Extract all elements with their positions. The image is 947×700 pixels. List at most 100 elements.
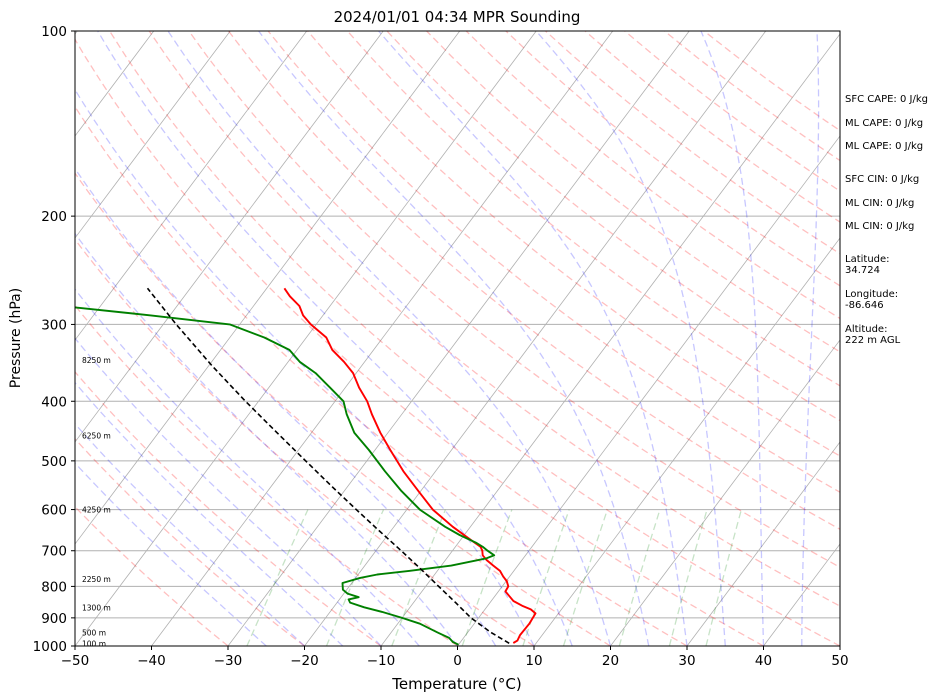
isotherm-line: [75, 31, 155, 137]
moist-adiabat: [700, 31, 765, 646]
height-label: 100 m: [82, 639, 106, 648]
x-tick-label: 50: [831, 653, 848, 669]
mixing-ratio-line: [391, 509, 447, 646]
dry-adiabat: [227, 31, 840, 531]
isotherm-line: [304, 31, 767, 646]
isotherm-line: [457, 135, 840, 646]
dry-adiabat: [75, 437, 305, 646]
location-label: Longitude:: [845, 289, 898, 300]
indices-panel: SFC CAPE: 0 J/kg ML CAPE: 0 J/kg ML CAPE: …: [845, 94, 928, 346]
moist-adiabat: [75, 232, 459, 646]
plot-clipped-group: [0, 31, 840, 646]
location-value: -86.646: [845, 300, 884, 311]
moist-adiabat: [75, 288, 420, 646]
dewpoint-profile: [75, 306, 496, 646]
dry-adiabat: [75, 370, 382, 646]
isotherm-line: [0, 31, 1, 646]
y-axis-label: Pressure (hPa): [8, 288, 24, 388]
height-label: 1300 m: [82, 604, 111, 613]
isotherm-line: [151, 31, 614, 646]
x-tick-label: 40: [755, 653, 772, 669]
x-tick-label: 0: [453, 653, 462, 669]
dry-adiabat: [75, 238, 535, 646]
moist-adiabat: [75, 462, 267, 646]
mixing-ratio-line: [562, 509, 609, 646]
moist-adiabat: [75, 88, 535, 646]
mixing-ratio-line: [461, 509, 513, 646]
moist-adiabat: [378, 31, 688, 646]
isotherm-line: [533, 237, 840, 646]
dry-adiabat: [267, 31, 840, 493]
y-tick-label: 100: [41, 24, 67, 40]
height-label: 4250 m: [82, 506, 111, 515]
index-value: ML CIN: 0 J/kg: [845, 198, 914, 209]
dry-adiabat: [148, 31, 840, 607]
isotherm-line: [75, 31, 537, 646]
location-label: Latitude:: [845, 254, 890, 265]
isotherm-line: [75, 31, 231, 239]
index-value: SFC CIN: 0 J/kg: [845, 174, 919, 185]
y-tick-label: 600: [41, 503, 67, 519]
isotherm-line: [686, 441, 840, 646]
x-tick-label: 10: [525, 653, 542, 669]
y-tick-label: 800: [41, 579, 67, 595]
dry-adiabat: [346, 31, 840, 422]
x-tick-label: −50: [61, 653, 90, 669]
index-value: SFC CAPE: 0 J/kg: [845, 94, 928, 105]
dry-adiabat: [109, 31, 840, 646]
moist-adiabat: [75, 381, 344, 646]
moist-adiabat: [97, 31, 573, 646]
y-tick-label: 200: [41, 209, 67, 225]
x-tick-label: −30: [214, 653, 243, 669]
plot-area: 100 m 500 m 1300 m 2250 m 4250 m 6250 m 8250 m…: [0, 24, 849, 669]
y-tick-label: 900: [41, 611, 67, 627]
x-tick-label: −20: [290, 653, 319, 669]
dry-adiabat: [75, 172, 611, 646]
height-label: 500 m: [82, 628, 106, 637]
mixing-ratio-line: [618, 509, 661, 646]
temperature-profile: [283, 287, 537, 644]
height-label: 2250 m: [82, 575, 111, 584]
dry-adiabat: [75, 38, 764, 646]
x-tick-label: 30: [678, 653, 695, 669]
mixing-ratio-line: [668, 509, 708, 646]
moist-adiabat: [801, 31, 820, 646]
height-label: 6250 m: [82, 432, 111, 441]
y-tick-label: 1000: [33, 639, 67, 655]
dry-adiabat: [75, 105, 688, 646]
parcel-profile: [146, 287, 510, 644]
dry-adiabat: [188, 31, 840, 569]
index-value: ML CAPE: 0 J/kg: [845, 141, 923, 152]
isotherm-line: [380, 33, 840, 646]
isotherm-line: [75, 31, 461, 545]
index-value: ML CIN: 0 J/kg: [845, 221, 914, 232]
y-tick-label: 300: [41, 317, 67, 333]
isotherm-line: [75, 31, 384, 443]
y-tick-label: 400: [41, 394, 67, 410]
x-tick-label: −40: [137, 653, 166, 669]
isotherm-line: [610, 339, 840, 646]
location-value: 222 m AGL: [845, 335, 901, 346]
dry-adiabat: [386, 31, 840, 387]
x-tick-label: 20: [602, 653, 619, 669]
moist-adiabat: [75, 337, 382, 646]
location-value: 34.724: [845, 265, 880, 276]
moist-adiabat: [75, 167, 497, 646]
dry-adiabat: [75, 505, 229, 646]
isotherm-line: [227, 31, 690, 646]
moist-adiabat: [167, 31, 612, 646]
location-label: Altitude:: [845, 324, 887, 335]
index-value: ML CAPE: 0 J/kg: [845, 118, 923, 129]
height-label: 8250 m: [82, 356, 111, 365]
mixing-ratio-line: [705, 509, 743, 646]
y-tick-label: 700: [41, 544, 67, 560]
isotherm-line: [75, 31, 308, 341]
moist-adiabat: [258, 31, 650, 646]
moist-adiabat: [535, 31, 726, 646]
moist-adiabat: [75, 422, 305, 646]
mixing-ratio-line: [522, 509, 570, 646]
x-tick-label: −10: [367, 653, 396, 669]
y-tick-label: 500: [41, 454, 67, 470]
chart-title: 2024/01/01 04:34 MPR Sounding: [334, 8, 581, 26]
